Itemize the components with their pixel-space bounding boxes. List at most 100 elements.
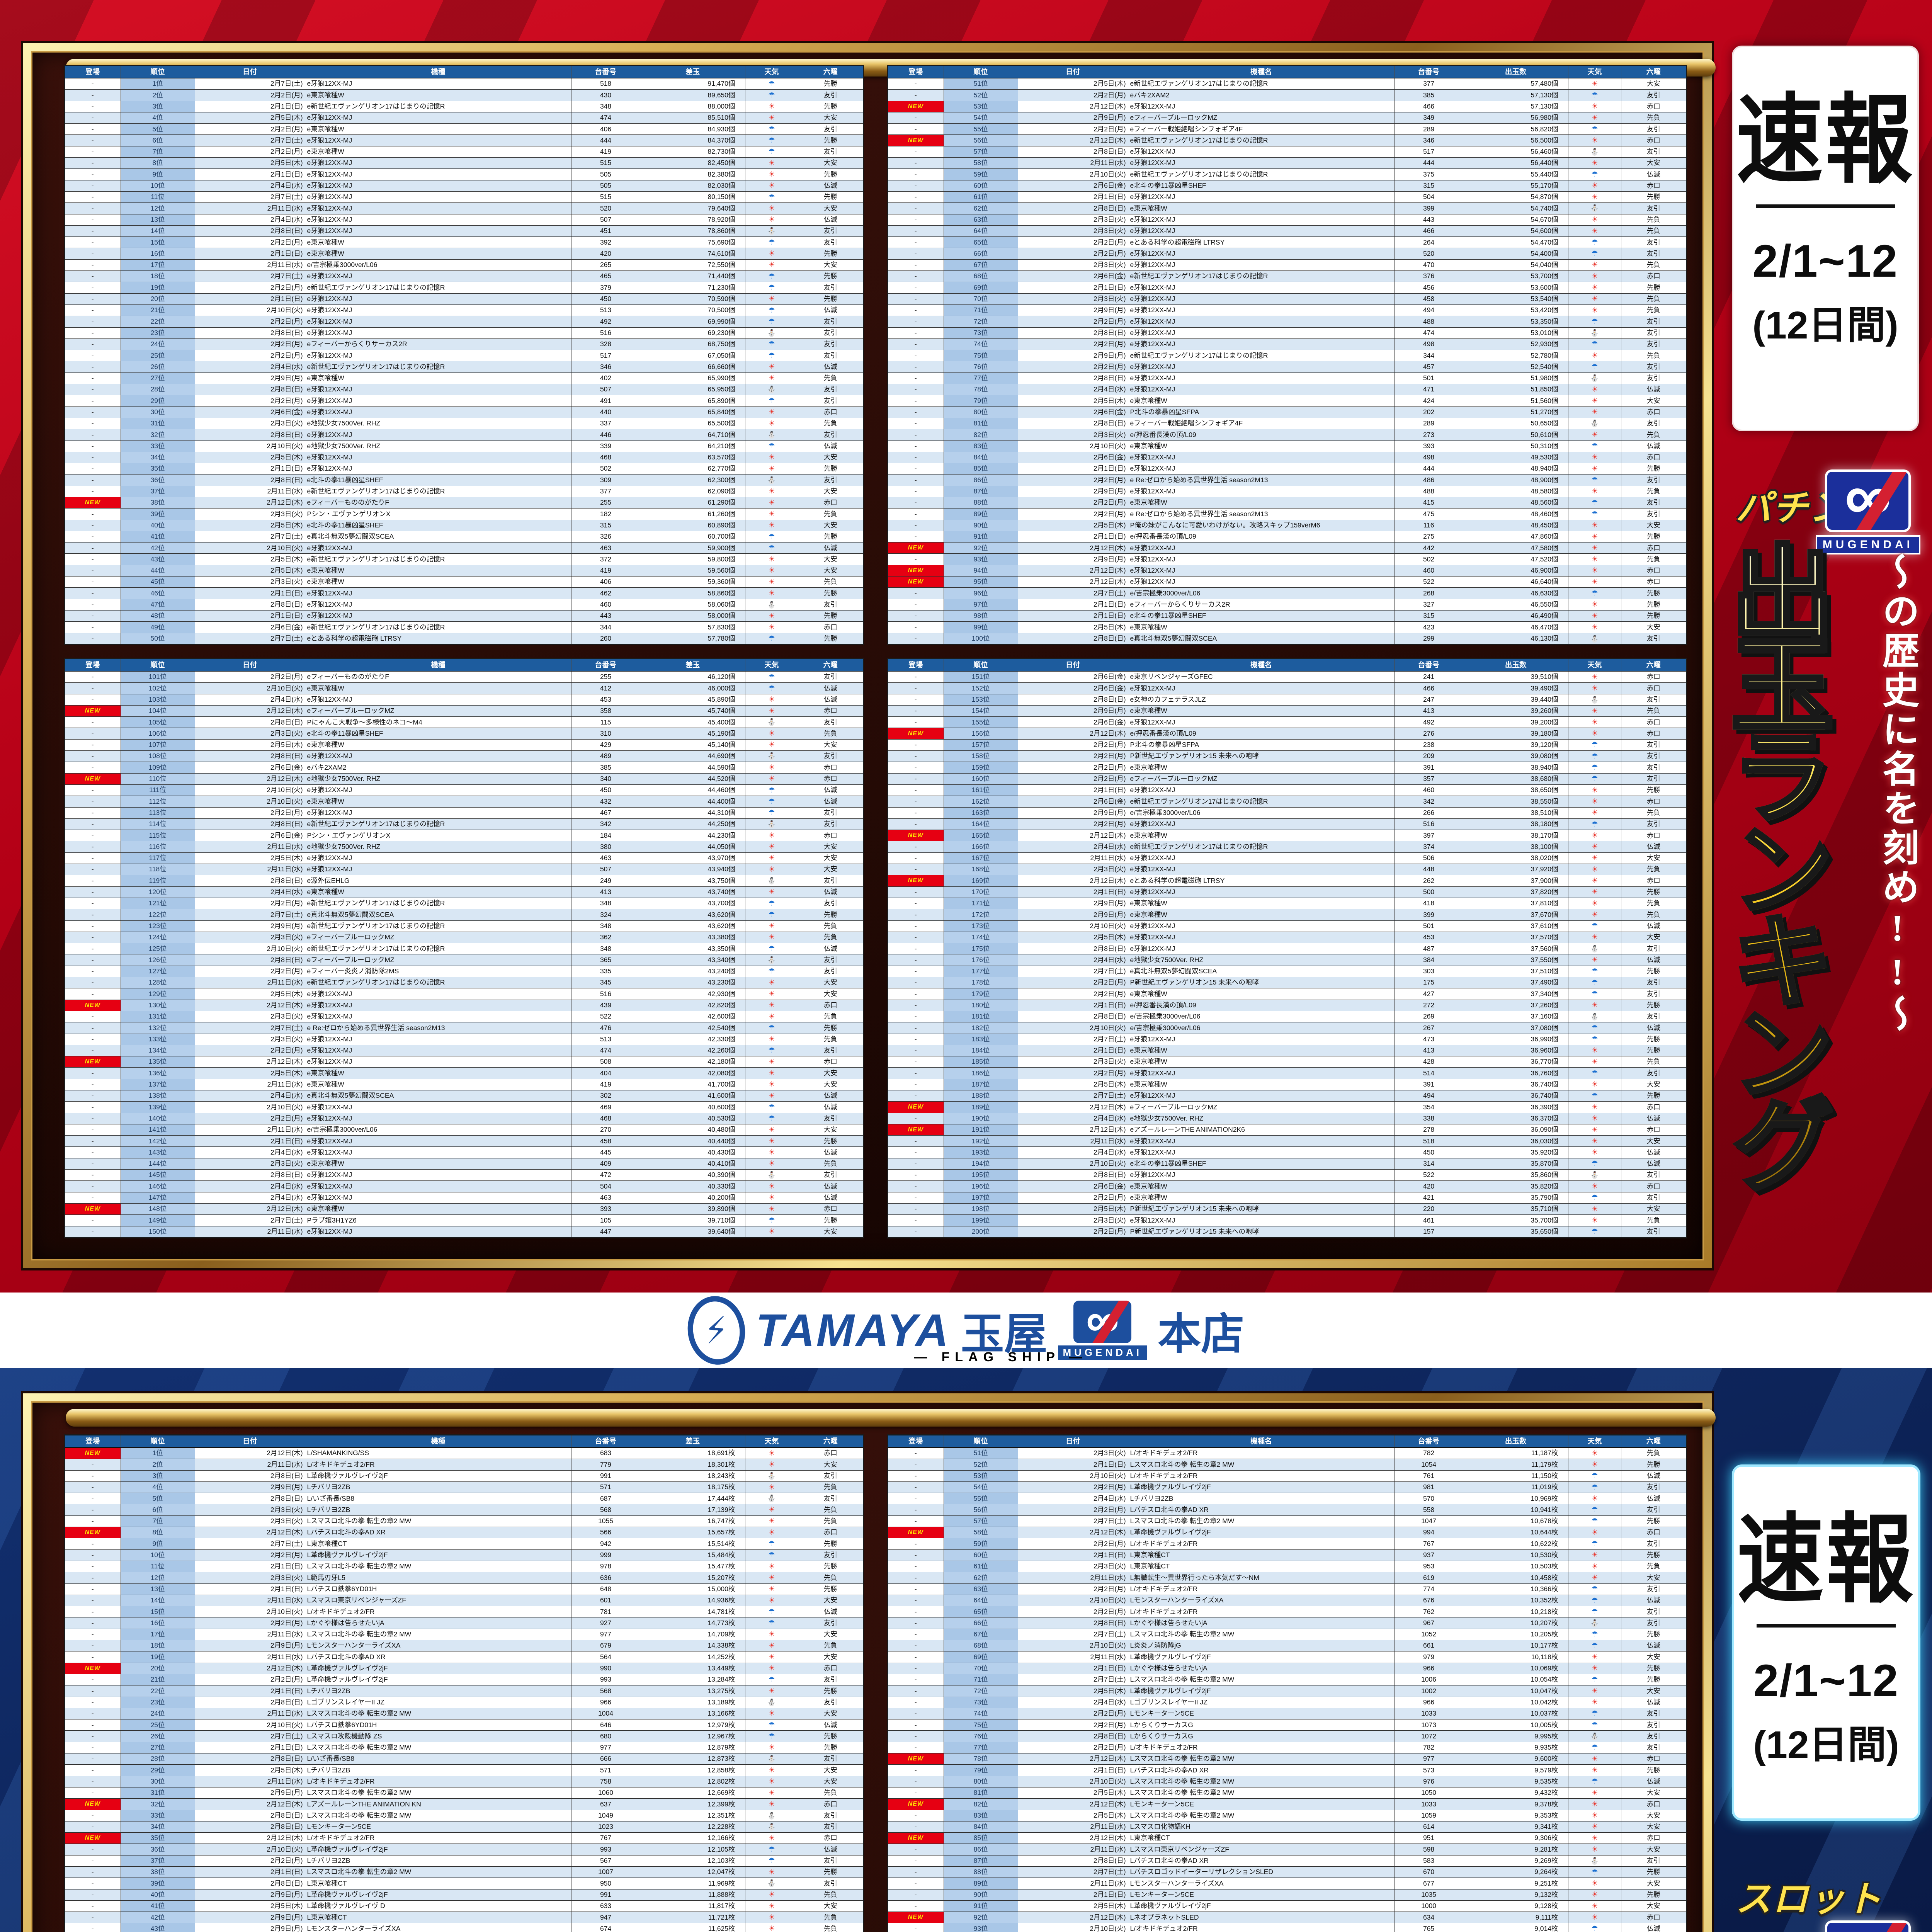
new-badge: -	[65, 1651, 121, 1663]
weather-icon: ⛄	[1568, 372, 1621, 384]
weather-icon: ☂	[1568, 966, 1621, 977]
new-badge: -	[65, 1753, 121, 1765]
weather-icon: ☀	[1568, 191, 1621, 203]
table-row: -63位 2月2日(月) L/オキドキデュオ2/FR 774 10,366枚 ☂ 友引	[888, 1583, 1686, 1595]
rokuyo-cell: 大安	[823, 741, 837, 749]
payout-cell: 9,111枚	[1463, 1912, 1569, 1923]
machine-name-cell: e牙狼12XX-MJ	[305, 1147, 572, 1158]
date-cell: 2月2日(月)	[1018, 751, 1128, 762]
table-row: -103位 2月4日(水) e牙狼12XX-MJ 453 45,890個 ☀ 仏滅	[65, 694, 863, 706]
weather-icon: ☀	[745, 622, 798, 633]
new-badge: -	[888, 350, 944, 361]
rain-icon: ☂	[768, 809, 775, 817]
rank-cell: 137位	[121, 1079, 195, 1090]
payout-cell: 39,440個	[1463, 694, 1569, 705]
payout-cell: 53,600個	[1463, 282, 1569, 293]
payout-cell: 11,179枚	[1463, 1459, 1569, 1470]
table-row: -24位 2月11日(水) Lスマスロ北斗の拳 転生の章2 MW 1004 13,166…	[65, 1708, 863, 1720]
date-cell: 2月8日(日)	[1018, 146, 1128, 158]
machine-name-cell: e/押忍番長漢の頂/L09	[1128, 1000, 1395, 1011]
machine-name-cell: eフィーバー炎炎ノ消防隊2MS	[305, 966, 572, 977]
rain-icon: ☂	[1591, 820, 1598, 828]
machine-number-cell: 1049	[571, 1810, 640, 1821]
date-cell: 2月10日(火)	[195, 1606, 305, 1617]
machine-number-cell: 1047	[1395, 1515, 1463, 1527]
machine-name-cell: e東京喰種W	[1128, 1056, 1395, 1068]
new-badge: -	[65, 796, 121, 807]
payout-cell: 36,760個	[1463, 1068, 1569, 1079]
snow-icon: ⛄	[1590, 1013, 1599, 1021]
rank-cell: 14位	[121, 225, 195, 237]
date-cell: 2月2日(月)	[1018, 90, 1128, 101]
rank-cell: 43位	[121, 554, 195, 565]
rank-cell: 2位	[121, 90, 195, 101]
table-row: -14位 2月11日(水) Lスマスロ東京リベンジャーズZF 601 14,936枚 ☀ 大…	[65, 1595, 863, 1607]
sun-icon: ☀	[768, 464, 775, 473]
machine-name-cell: eフィーバーブルーロックMZ	[305, 705, 572, 717]
rain-icon: ☂	[1591, 1868, 1598, 1876]
machine-number-cell: 637	[571, 1799, 640, 1810]
payout-cell: 39,710個	[640, 1215, 746, 1226]
sun-icon: ☀	[768, 1687, 775, 1695]
sun-icon: ☀	[768, 1228, 775, 1236]
rank-cell: 12位	[121, 1572, 195, 1583]
weather-icon: ☀	[1568, 1056, 1621, 1068]
column-header: 機種	[305, 66, 572, 78]
machine-name-cell: LモンスターハンターライズXA	[1128, 1595, 1395, 1606]
sun-icon: ☀	[768, 831, 775, 840]
new-badge: -	[65, 214, 121, 225]
machine-name-cell: e牙狼12XX-MJ	[305, 1056, 572, 1068]
rokuyo-cell: 大安	[798, 1776, 863, 1787]
new-badge: -	[65, 1538, 121, 1549]
machine-name-cell: L炎炎ノ消防隊jG	[1128, 1640, 1395, 1651]
snow-icon: ⛄	[767, 956, 776, 964]
machine-number-cell: 473	[1395, 1034, 1463, 1045]
rain-icon: ☂	[1591, 363, 1598, 371]
weather-icon: ☀	[1568, 304, 1621, 316]
machine-name-cell: e/吉宗極乗3000ver/L06	[305, 1124, 572, 1136]
machine-number-cell: 979	[1395, 1651, 1463, 1663]
rank-cell: 72位	[944, 1685, 1018, 1697]
machine-name-cell: L/オキドキデュオ2/FR	[1128, 1538, 1395, 1549]
weather-icon: ⛄	[745, 1170, 798, 1181]
rank-cell: 166位	[944, 841, 1018, 852]
date-cell: 2月7日(土)	[195, 1538, 305, 1549]
table-row: -197位 2月2日(月) e東京喰種W 421 35,790個 ☂ 友引	[888, 1192, 1686, 1204]
weather-icon: ☀	[745, 1833, 798, 1844]
table-row: NEW 92位 2月12日(木) e牙狼12XX-MJ 442 47,580個 ☀ 赤口	[888, 543, 1686, 554]
new-badge: -	[65, 1787, 121, 1799]
sun-icon: ☀	[768, 1160, 775, 1168]
weather-icon: ☀	[745, 565, 798, 577]
machine-name-cell: e牙狼12XX-MJ	[1128, 565, 1395, 577]
payout-cell: 59,900個	[640, 543, 746, 554]
column-header: 差玉	[640, 1435, 746, 1447]
machine-number-cell: 646	[571, 1719, 640, 1731]
date-cell: 2月6日(金)	[1018, 1181, 1128, 1192]
machine-number-cell: 504	[1395, 191, 1463, 203]
rank-cell: 89位	[944, 509, 1018, 520]
rank-cell: 188位	[944, 1090, 1018, 1102]
machine-number-cell: 942	[571, 1538, 640, 1549]
snow-icon: ⛄	[767, 1755, 776, 1763]
sun-icon: ☀	[1591, 283, 1598, 292]
date-cell: 2月11日(水)	[195, 259, 305, 271]
payout-cell: 10,005枚	[1463, 1719, 1569, 1731]
weather-icon: ☂	[745, 683, 798, 694]
machine-number-cell: 570	[1395, 1493, 1463, 1504]
payout-cell: 39,490個	[1463, 683, 1569, 694]
rokuyo-cell: 友引	[1646, 328, 1660, 337]
machine-name-cell: Lパチスロ鉄拳6YD01H	[305, 1719, 572, 1731]
new-badge: -	[65, 1821, 121, 1833]
weather-icon: ☀	[1568, 1181, 1621, 1192]
new-badge: -	[888, 1878, 944, 1889]
date-cell: 2月8日(日)	[1018, 633, 1128, 644]
new-badge: -	[888, 909, 944, 920]
machine-number-cell: 377	[571, 486, 640, 497]
new-badge: -	[65, 112, 121, 124]
machine-name-cell: Pラブ嬢3H1YZ6	[305, 1215, 572, 1226]
snow-icon: ⛄	[1590, 1171, 1599, 1179]
rokuyo-cell: 赤口	[1646, 1103, 1660, 1111]
weather-icon: ⛄	[1568, 1855, 1621, 1866]
new-badge: -	[888, 796, 944, 807]
payout-cell: 10,503枚	[1463, 1561, 1569, 1572]
